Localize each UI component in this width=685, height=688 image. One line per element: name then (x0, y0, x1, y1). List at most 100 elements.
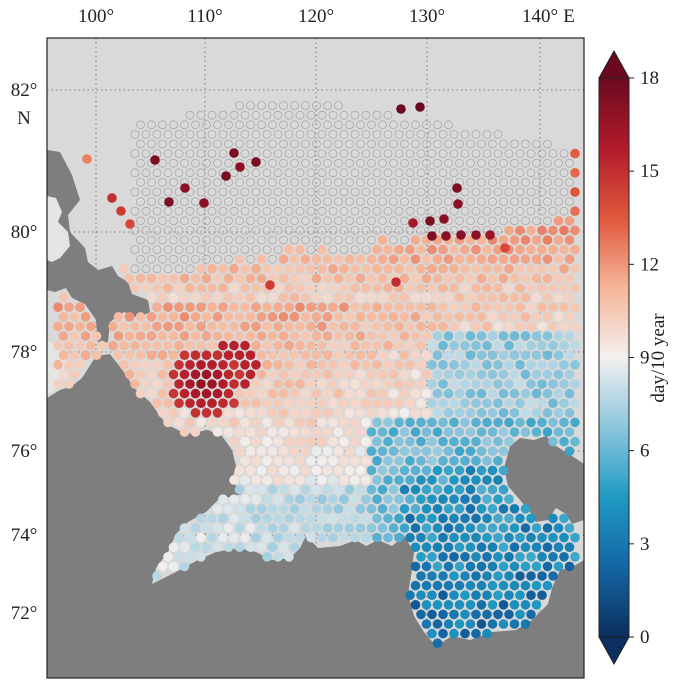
no-data-marker (152, 187, 162, 197)
trend-marker (531, 254, 542, 264)
trend-marker (185, 532, 195, 543)
trend-marker (284, 321, 294, 332)
trend-marker (449, 571, 459, 581)
no-data-marker (356, 197, 365, 207)
no-data-marker (427, 129, 437, 139)
no-data-marker (196, 129, 206, 139)
no-data-marker (471, 206, 481, 216)
trend-marker (421, 369, 432, 380)
trend-marker (350, 513, 360, 524)
no-data-marker (526, 168, 536, 178)
trend-marker (553, 331, 564, 341)
no-data-marker (213, 254, 222, 264)
no-data-marker (295, 110, 305, 120)
trend-marker (476, 273, 487, 284)
trend-marker (317, 360, 327, 370)
trend-marker (289, 273, 300, 284)
trend-marker (427, 475, 437, 485)
no-data-marker (130, 206, 140, 216)
trend-marker (504, 436, 514, 447)
trend-marker (432, 408, 443, 418)
trend-marker (432, 504, 443, 514)
trend-marker (410, 369, 421, 380)
trend-marker (498, 312, 509, 322)
no-data-marker (367, 139, 376, 149)
trend-marker (218, 340, 228, 351)
no-data-marker (565, 177, 574, 187)
no-data-marker (438, 187, 448, 197)
trend-marker (355, 331, 366, 341)
trend-marker (273, 321, 283, 332)
trend-marker (526, 321, 536, 332)
trend-marker (212, 427, 223, 437)
trend-marker (201, 350, 212, 361)
trend-marker (300, 331, 311, 341)
no-data-marker (345, 197, 354, 207)
trend-marker (108, 340, 118, 351)
no-data-marker (356, 120, 365, 130)
trend-marker (344, 388, 355, 399)
trend-marker (421, 523, 432, 533)
no-data-marker (312, 101, 321, 110)
trend-marker (531, 580, 542, 591)
trend-marker (559, 417, 569, 428)
no-data-marker (295, 149, 305, 159)
trend-marker (146, 292, 157, 303)
colorbar-tick-label: 0 (640, 627, 650, 648)
trend-marker (553, 312, 564, 322)
trend-marker (273, 264, 283, 274)
trend-marker (493, 552, 503, 562)
trend-marker (405, 321, 415, 332)
no-data-marker (372, 129, 382, 139)
trend-marker (449, 264, 459, 274)
trend-marker (509, 580, 520, 591)
trend-marker (377, 504, 388, 514)
trend-marker (355, 446, 366, 457)
trend-marker (531, 273, 542, 284)
trend-marker (284, 360, 294, 370)
trend-marker (339, 513, 349, 524)
no-data-marker (328, 245, 338, 255)
trend-marker (559, 436, 569, 447)
trend-marker (377, 446, 388, 457)
trend-marker (152, 302, 162, 313)
trend-marker (460, 590, 470, 600)
no-data-marker (290, 216, 299, 226)
no-data-marker (356, 235, 365, 245)
no-data-marker (559, 168, 569, 178)
trend-marker (410, 446, 421, 457)
no-data-marker (350, 225, 360, 235)
trend-marker (245, 331, 256, 341)
trend-marker (498, 446, 509, 457)
trend-marker (564, 388, 575, 399)
trend-marker (515, 225, 525, 236)
trend-marker (383, 513, 393, 524)
trend-marker (493, 417, 503, 428)
no-data-marker (378, 216, 387, 226)
trend-marker (452, 183, 462, 193)
no-data-marker (207, 168, 217, 178)
trend-marker (361, 283, 371, 293)
trend-marker (218, 302, 228, 313)
trend-marker (515, 321, 525, 332)
no-data-marker (141, 187, 151, 197)
no-data-markers (130, 101, 574, 274)
trend-marker (267, 427, 278, 437)
trend-marker (207, 283, 217, 293)
trend-marker (553, 350, 564, 361)
trend-marker (218, 494, 228, 505)
trend-marker (498, 369, 509, 380)
trend-marker (234, 484, 245, 495)
no-data-marker (279, 139, 288, 149)
trend-marker (559, 552, 569, 562)
trend-marker (454, 504, 465, 514)
trend-marker (548, 513, 558, 524)
trend-marker (421, 254, 432, 264)
trend-marker (520, 504, 531, 514)
trend-marker (509, 408, 520, 418)
trend-marker (180, 183, 190, 193)
no-data-marker (378, 177, 387, 187)
no-data-marker (251, 168, 261, 178)
trend-marker (256, 408, 267, 418)
no-data-marker (273, 129, 283, 139)
